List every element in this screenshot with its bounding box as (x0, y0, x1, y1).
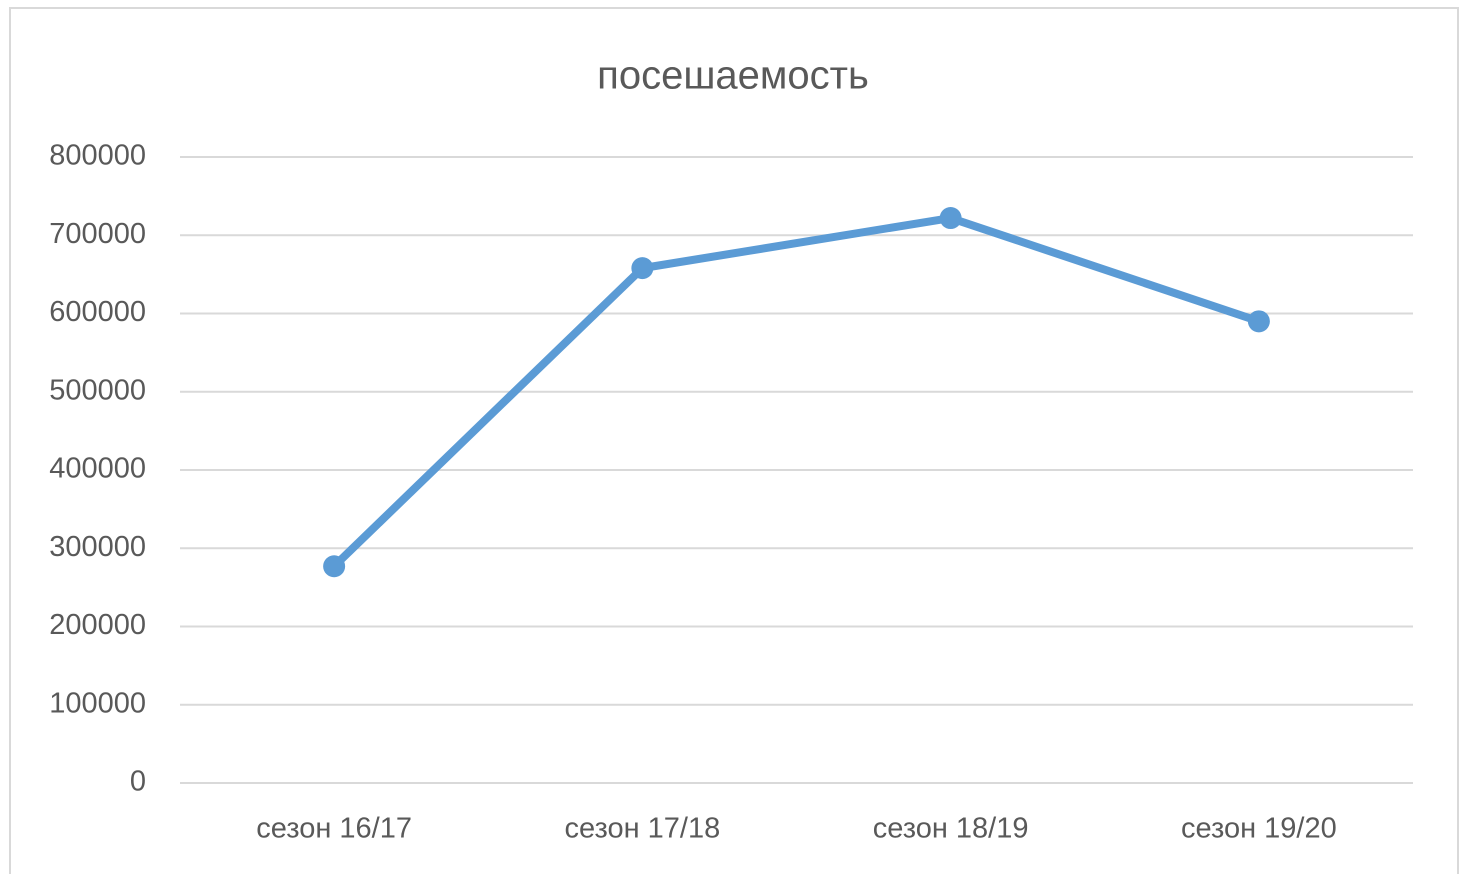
y-tick-label: 700000 (49, 218, 146, 250)
chart-border (9, 7, 1459, 874)
point (939, 207, 962, 230)
point (1247, 310, 1270, 333)
y-tick-label: 400000 (49, 453, 146, 485)
point (631, 257, 654, 280)
x-tick-label: сезон 16/17 (256, 813, 412, 845)
y-tick-label: 500000 (49, 374, 146, 406)
x-tick-label: сезон 19/20 (1181, 813, 1337, 845)
x-tick-label: сезон 17/18 (565, 813, 721, 845)
y-tick-label: 100000 (49, 687, 146, 719)
y-tick-label: 0 (130, 766, 146, 798)
y-tick-label: 800000 (49, 140, 146, 172)
point (323, 555, 346, 578)
y-tick-label: 200000 (49, 609, 146, 641)
y-tick-label: 600000 (49, 296, 146, 328)
line (331, 214, 1261, 570)
y-tick-label: 300000 (49, 531, 146, 563)
chart-title: посешаемость (597, 54, 869, 98)
x-tick-label: сезон 18/19 (873, 813, 1029, 845)
